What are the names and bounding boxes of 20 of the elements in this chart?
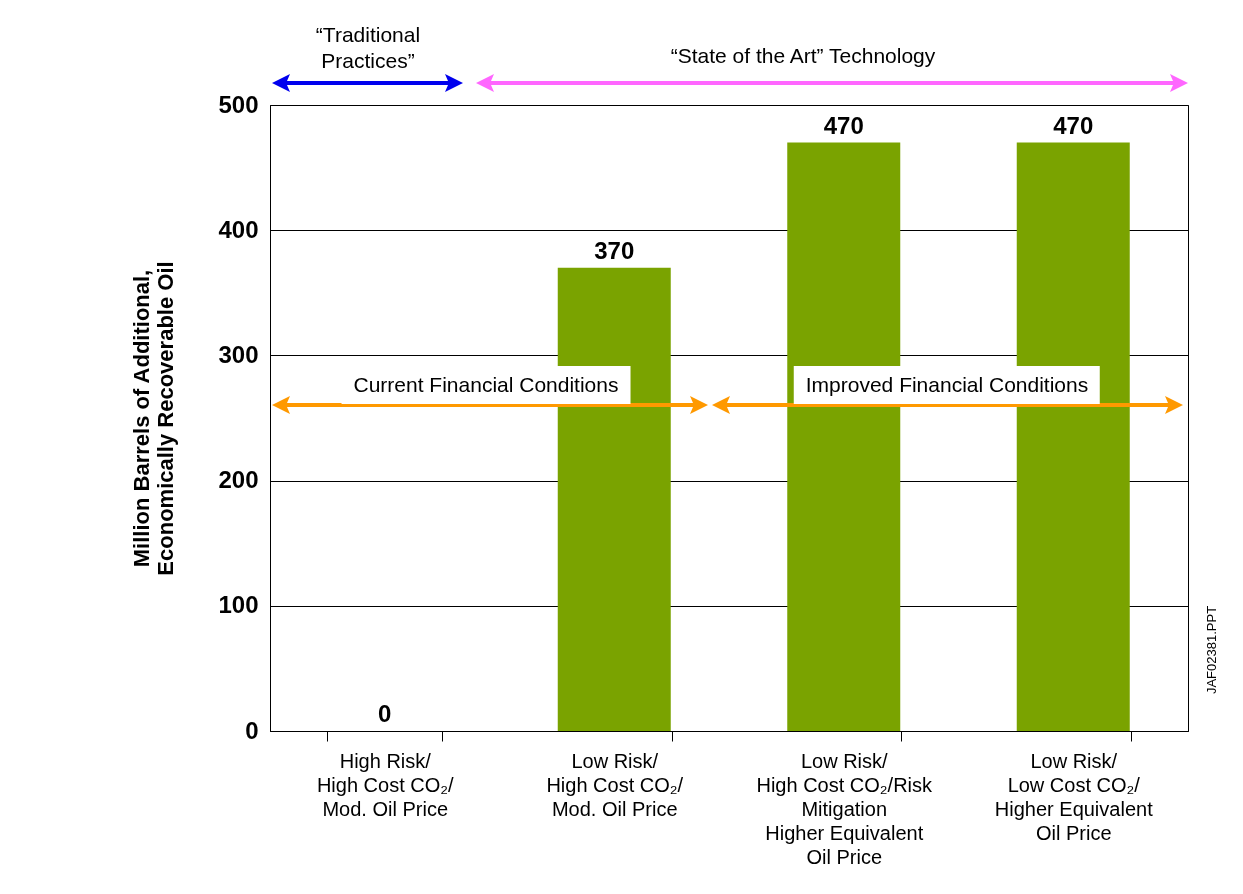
y-tick-label: 0 [245,716,259,744]
y-tick-label: 300 [218,340,259,368]
x-tick-label: Low Risk/ High Cost CO₂/Risk Mitigation Higher Equivalent Oil Price [756,749,934,868]
x-tick-label: High Risk/ High Cost CO₂/ Mod. Oil Price [316,749,455,820]
text: “State of the Art” Technology [669,43,937,69]
y-tick-label: 100 [218,591,259,619]
y-axis-title: Million Barrels of Additional, Economically Recoverable Oil [129,261,179,576]
text: JAF02381.PPT [1203,605,1220,695]
x-tick-label: Low Risk/ Low Cost CO₂/ Higher Equivalent Oil Price [994,749,1154,844]
text: “Traditional Practices” [314,22,422,74]
y-tick-label: 200 [218,466,259,494]
text-box: Current Financial Conditions [341,366,631,404]
data-label: 0 [378,700,392,727]
data-label: 470 [823,111,864,139]
text-box: Improved Financial Conditions [793,366,1101,404]
data-label: 370 [594,236,635,264]
y-tick-label: 500 [218,90,259,118]
data-label: 470 [1053,111,1094,139]
y-tick-label: 400 [218,215,259,243]
x-tick-label: Low Risk/ High Cost CO₂/ Mod. Oil Price [546,749,684,820]
